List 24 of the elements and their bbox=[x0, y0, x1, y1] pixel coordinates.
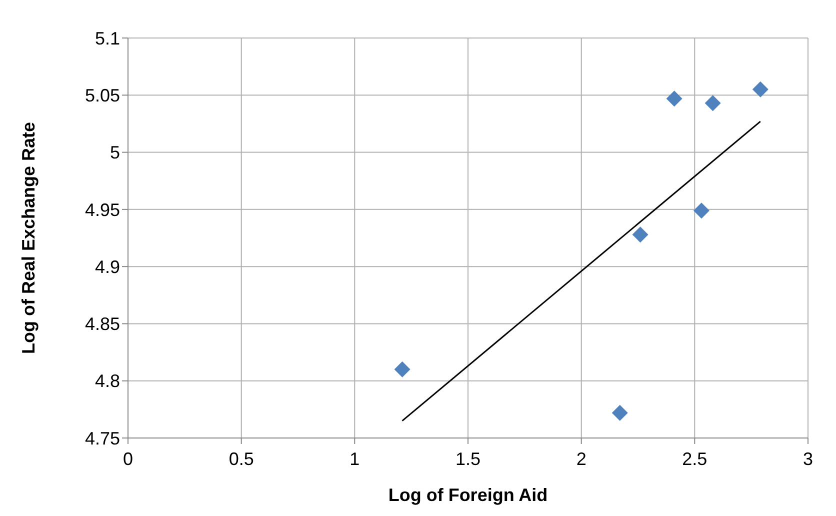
x-tick-label: 1.5 bbox=[455, 448, 481, 469]
y-tick-label: 4.75 bbox=[84, 428, 120, 448]
point bbox=[632, 226, 648, 243]
x-tick-label: 2.5 bbox=[682, 448, 708, 469]
x-tick-label: 3 bbox=[802, 448, 814, 469]
y-tick-label: 5.05 bbox=[84, 86, 120, 106]
x-tick-label: 0 bbox=[122, 448, 134, 469]
point bbox=[394, 361, 410, 378]
y-tick-label: 4.85 bbox=[84, 314, 120, 334]
point bbox=[612, 404, 628, 421]
point bbox=[752, 81, 768, 98]
x-tick-label: 0.5 bbox=[228, 448, 254, 469]
y-tick-label: 4.95 bbox=[84, 200, 120, 220]
y-tick-label: 5 bbox=[110, 142, 120, 163]
point bbox=[666, 90, 682, 107]
y-axis-title: Log of Real Exchange Rate bbox=[18, 122, 38, 354]
x-tick-label: 2 bbox=[576, 448, 586, 469]
y-tick-label: 4.9 bbox=[94, 256, 120, 277]
point bbox=[693, 202, 710, 219]
y-tick-label: 5.1 bbox=[94, 28, 120, 48]
point bbox=[704, 95, 721, 112]
x-tick-label: 1 bbox=[350, 448, 360, 469]
y-tick-label: 4.8 bbox=[94, 371, 120, 392]
x-axis-title: Log of Foreign Aid bbox=[388, 484, 548, 505]
